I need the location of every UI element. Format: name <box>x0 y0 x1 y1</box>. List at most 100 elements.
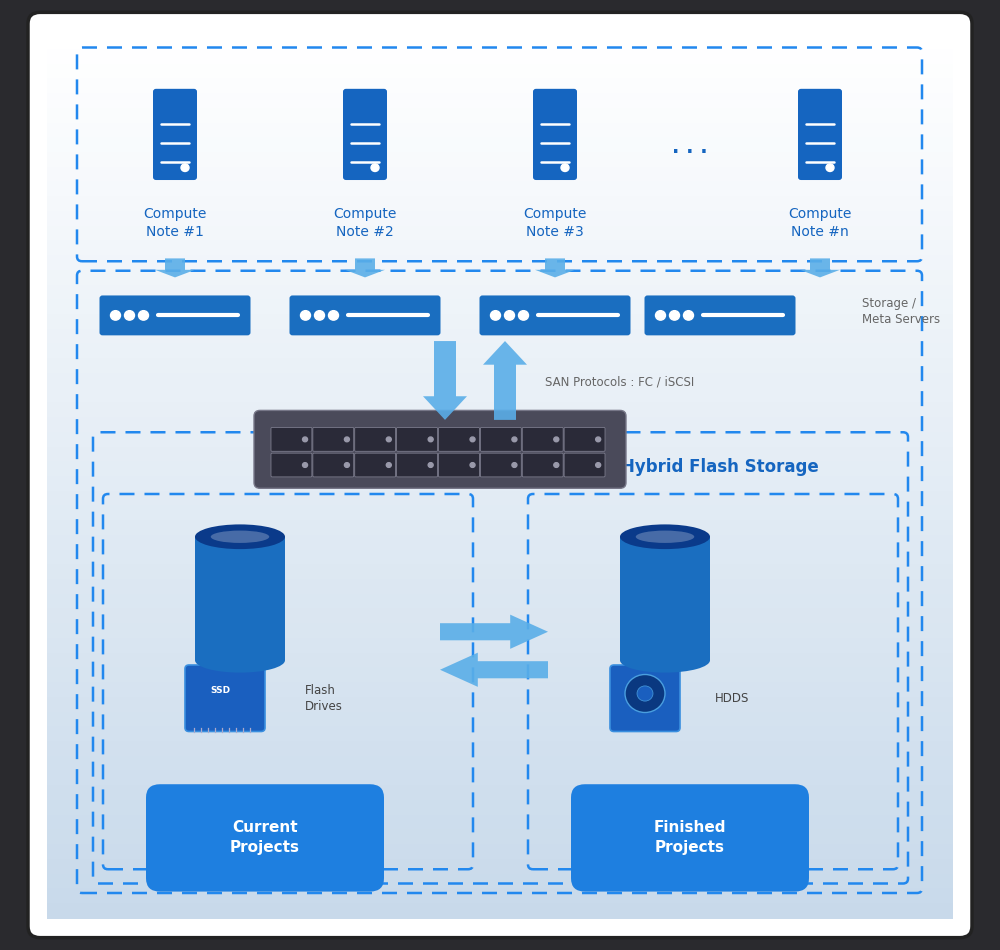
Circle shape <box>124 311 134 320</box>
Circle shape <box>596 463 601 467</box>
Text: Storage /
Meta Servers: Storage / Meta Servers <box>862 297 940 326</box>
Text: . . .: . . . <box>672 138 708 157</box>
FancyBboxPatch shape <box>533 89 577 180</box>
Circle shape <box>596 437 601 442</box>
Circle shape <box>428 437 433 442</box>
Text: Compute
Note #n: Compute Note #n <box>788 207 852 239</box>
Circle shape <box>303 437 308 442</box>
FancyBboxPatch shape <box>99 295 250 335</box>
FancyBboxPatch shape <box>480 295 631 335</box>
FancyBboxPatch shape <box>47 388 953 403</box>
Polygon shape <box>800 258 840 277</box>
FancyBboxPatch shape <box>47 403 953 418</box>
FancyBboxPatch shape <box>47 431 953 447</box>
Ellipse shape <box>620 524 710 549</box>
Polygon shape <box>440 615 548 649</box>
Circle shape <box>328 311 338 320</box>
Circle shape <box>470 437 475 442</box>
FancyBboxPatch shape <box>644 295 796 335</box>
Circle shape <box>300 311 310 320</box>
FancyBboxPatch shape <box>47 344 953 359</box>
Text: Compute
Note #2: Compute Note #2 <box>333 207 397 239</box>
FancyBboxPatch shape <box>571 785 809 891</box>
FancyBboxPatch shape <box>47 697 953 712</box>
FancyBboxPatch shape <box>47 814 953 830</box>
Text: Compute
Note #1: Compute Note #1 <box>143 207 207 239</box>
FancyBboxPatch shape <box>47 623 953 638</box>
FancyBboxPatch shape <box>47 726 953 742</box>
Circle shape <box>386 437 391 442</box>
Circle shape <box>491 311 501 320</box>
FancyBboxPatch shape <box>47 256 953 271</box>
FancyBboxPatch shape <box>47 358 953 373</box>
FancyBboxPatch shape <box>438 428 479 451</box>
FancyBboxPatch shape <box>47 712 953 728</box>
Circle shape <box>519 311 529 320</box>
FancyBboxPatch shape <box>47 859 953 874</box>
Circle shape <box>826 163 834 171</box>
FancyBboxPatch shape <box>480 453 521 477</box>
Ellipse shape <box>636 530 694 543</box>
FancyBboxPatch shape <box>47 372 953 389</box>
FancyBboxPatch shape <box>185 665 265 732</box>
Ellipse shape <box>195 524 285 549</box>
FancyBboxPatch shape <box>480 428 521 451</box>
FancyBboxPatch shape <box>47 462 953 477</box>
Text: Finished
Projects: Finished Projects <box>654 821 726 855</box>
FancyBboxPatch shape <box>343 89 387 180</box>
FancyBboxPatch shape <box>47 240 953 256</box>
FancyBboxPatch shape <box>564 453 605 477</box>
FancyBboxPatch shape <box>254 410 626 488</box>
Ellipse shape <box>195 648 285 673</box>
Circle shape <box>512 437 517 442</box>
Circle shape <box>344 437 349 442</box>
FancyBboxPatch shape <box>47 476 953 492</box>
FancyBboxPatch shape <box>47 152 953 167</box>
Text: Capacity Pool: Capacity Pool <box>661 805 765 820</box>
FancyBboxPatch shape <box>564 428 605 451</box>
FancyBboxPatch shape <box>47 844 953 860</box>
Circle shape <box>386 463 391 467</box>
Circle shape <box>470 463 475 467</box>
Circle shape <box>344 463 349 467</box>
Circle shape <box>561 163 569 171</box>
FancyBboxPatch shape <box>397 428 438 451</box>
Polygon shape <box>440 653 548 687</box>
FancyBboxPatch shape <box>271 428 312 451</box>
FancyBboxPatch shape <box>47 874 953 889</box>
Circle shape <box>684 311 694 320</box>
FancyBboxPatch shape <box>47 490 953 506</box>
FancyBboxPatch shape <box>47 564 953 580</box>
Circle shape <box>554 463 559 467</box>
FancyBboxPatch shape <box>47 167 953 182</box>
FancyBboxPatch shape <box>313 428 354 451</box>
FancyBboxPatch shape <box>47 594 953 610</box>
FancyBboxPatch shape <box>47 64 953 80</box>
FancyBboxPatch shape <box>47 741 953 756</box>
Ellipse shape <box>620 648 710 673</box>
FancyBboxPatch shape <box>47 638 953 654</box>
FancyBboxPatch shape <box>47 667 953 683</box>
FancyBboxPatch shape <box>47 829 953 846</box>
FancyBboxPatch shape <box>47 34 953 49</box>
Circle shape <box>670 311 680 320</box>
Polygon shape <box>535 258 575 277</box>
Text: SSD: SSD <box>210 686 230 695</box>
FancyBboxPatch shape <box>146 785 384 891</box>
FancyBboxPatch shape <box>47 902 953 919</box>
FancyBboxPatch shape <box>355 428 396 451</box>
Text: Flash Pool: Flash Pool <box>250 805 326 820</box>
FancyBboxPatch shape <box>397 453 438 477</box>
FancyBboxPatch shape <box>47 549 953 565</box>
Polygon shape <box>155 258 195 277</box>
Circle shape <box>371 163 379 171</box>
FancyBboxPatch shape <box>47 270 953 285</box>
FancyBboxPatch shape <box>47 756 953 771</box>
FancyBboxPatch shape <box>47 682 953 697</box>
FancyBboxPatch shape <box>153 89 197 180</box>
Circle shape <box>554 437 559 442</box>
FancyBboxPatch shape <box>47 211 953 226</box>
Circle shape <box>625 674 665 712</box>
FancyBboxPatch shape <box>610 665 680 732</box>
Circle shape <box>428 463 433 467</box>
